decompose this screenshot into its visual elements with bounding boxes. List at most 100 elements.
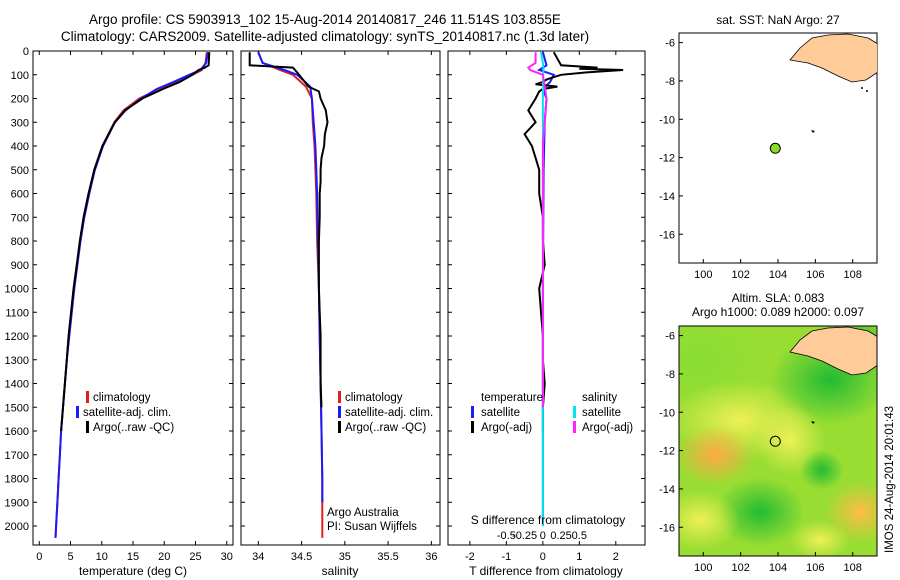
- series-line-temperature-argo-adj-: [523, 51, 624, 431]
- christmas-island: [811, 130, 815, 133]
- depth-tick-label: 0: [23, 46, 29, 58]
- lat-tick-label: -14: [659, 191, 675, 203]
- sla-map-title-1: Altim. SLA: 0.083: [732, 291, 825, 305]
- legend-swatch-satellite: [76, 406, 79, 418]
- lat-tick-label: -12: [659, 446, 675, 458]
- depth-tick-label: 800: [11, 236, 29, 248]
- salinity-panel: 34 34.5 35 35.5 36 salinity climatology sate…: [240, 50, 441, 578]
- lon-tick-label: 106: [806, 269, 824, 281]
- legend-label-t-satellite: satellite: [481, 407, 520, 419]
- salinity-xlabel: salinity: [322, 564, 359, 578]
- depth-tick-label: 1500: [5, 402, 29, 414]
- legend-swatch-t-satellite: [471, 406, 474, 418]
- sst-map-land: [789, 33, 877, 83]
- difference-depth-ticks: [448, 50, 645, 527]
- legend-swatch-argo: [338, 421, 341, 433]
- lat-tick-label: -6: [665, 38, 675, 50]
- legend-label-climatology: climatology: [93, 392, 151, 404]
- temperature-axes-frame: [32, 50, 234, 546]
- legend-swatch-s-satellite: [573, 406, 576, 418]
- legend-swatch-climatology: [338, 391, 341, 403]
- temperature-legend: climatology satellite-adj. clim. Argo(..…: [76, 391, 174, 434]
- sst-map-title: sat. SST: NaN Argo: 27: [716, 13, 840, 27]
- lat-tick-label: -16: [659, 522, 675, 534]
- argo-australia-annotation: Argo Australia: [327, 507, 399, 519]
- legend-swatch-satellite: [338, 406, 341, 418]
- sla-map-title-2: Argo h1000: 0.089 h2000: 0.097: [692, 305, 864, 319]
- x-tick-label: 35.5: [377, 551, 398, 563]
- temperature-depth-ticks: 0 100 200 300 400 500 600 700 800 900 1000 1100 1200…: [5, 46, 233, 533]
- legend-heading-temperature: temperature: [481, 392, 543, 404]
- depth-tick-label: 1900: [5, 497, 29, 509]
- legend-label-satellite: satellite-adj. clim.: [83, 407, 171, 419]
- timestamp: IMOS 24-Aug-2014 20:01:43: [884, 406, 896, 553]
- salinity-x-ticks: 34 34.5 35 35.5 36: [252, 51, 437, 563]
- lat-tick-label: -10: [659, 114, 675, 126]
- x-tick-label: 34: [252, 551, 264, 563]
- difference-series: [523, 51, 624, 526]
- lat-tick-label: -14: [659, 484, 675, 496]
- difference-panel: -2 -1 0 1 2 T difference from climatology S …: [447, 50, 646, 578]
- legend-label-argo: Argo(..raw -QC): [345, 422, 426, 434]
- legend-label-s-satellite: satellite: [582, 407, 621, 419]
- difference-xlabel: T difference from climatology: [469, 564, 623, 578]
- x-tick-label: 0: [36, 551, 42, 563]
- lon-tick-label: 104: [769, 562, 787, 574]
- legend-swatch-climatology: [86, 391, 89, 403]
- lon-tick-label: 104: [769, 269, 787, 281]
- x-tick-label: -1: [501, 551, 511, 563]
- legend-label-satellite: satellite-adj. clim.: [345, 407, 433, 419]
- difference-x-ticks: -2 -1 0 1 2: [465, 51, 619, 563]
- legend-label-t-argo: Argo(-adj): [481, 422, 532, 434]
- title-line-2: Climatology: CARS2009. Satellite-adjuste…: [60, 29, 590, 44]
- series-line-argo-raw-qc-: [60, 52, 211, 432]
- legend-label-argo: Argo(..raw -QC): [93, 422, 174, 434]
- christmas-island: [811, 421, 815, 424]
- depth-tick-label: 600: [11, 189, 29, 201]
- title-line-1: Argo profile: CS 5903913_102 15-Aug-2014…: [89, 12, 561, 27]
- depth-tick-label: 200: [11, 94, 29, 106]
- x-tick-label: 5: [67, 551, 73, 563]
- difference-top-label: S difference from climatology: [471, 513, 626, 527]
- argo-position-marker: [769, 435, 781, 447]
- x-tick-label: 34.5: [291, 551, 312, 563]
- legend-label-climatology: climatology: [345, 392, 403, 404]
- depth-tick-label: 1000: [5, 284, 29, 296]
- salinity-legend: climatology satellite-adj. clim. Argo(..…: [338, 391, 433, 434]
- depth-tick-label: 1300: [5, 355, 29, 367]
- depth-tick-label: 1600: [5, 426, 29, 438]
- x-tick-label: 15: [127, 551, 139, 563]
- lon-tick-label: 100: [694, 269, 712, 281]
- depth-tick-label: 1700: [5, 450, 29, 462]
- sst-map-island: [861, 87, 863, 89]
- depth-tick-label: 1800: [5, 474, 29, 486]
- x-tick-label: 0: [540, 551, 546, 563]
- difference-axes-frame: [447, 50, 646, 546]
- depth-tick-label: 300: [11, 117, 29, 129]
- x-tick-label: 36: [425, 551, 437, 563]
- x-tick-label: 20: [158, 551, 170, 563]
- s-difference-tick-label: -0.5: [497, 530, 516, 542]
- depth-tick-label: 500: [11, 165, 29, 177]
- depth-tick-label: 1100: [5, 307, 29, 319]
- temperature-series: [54, 52, 211, 538]
- sla-heatmap: [679, 326, 877, 556]
- sst-map-ticks: 100 102 104 106 108 -6 -8 -10 -12 -14 -16: [659, 38, 862, 281]
- sla-map-land: [789, 326, 877, 376]
- x-tick-label: 10: [96, 551, 108, 563]
- x-tick-label: 2: [613, 551, 619, 563]
- depth-tick-label: 1400: [5, 379, 29, 391]
- s-difference-tick-label: -0.25: [512, 530, 537, 542]
- salinity-depth-ticks: [241, 50, 440, 527]
- legend-swatch-s-argo: [573, 421, 576, 433]
- argo-position-marker: [769, 142, 781, 154]
- lat-tick-label: -8: [665, 76, 675, 88]
- depth-tick-label: 100: [11, 70, 29, 82]
- lat-tick-label: -12: [659, 153, 675, 165]
- series-line-argo-raw-qc-: [248, 52, 329, 408]
- x-tick-label: 30: [221, 551, 233, 563]
- depth-tick-label: 700: [11, 212, 29, 224]
- pi-annotation: PI: Susan Wijffels: [327, 521, 417, 533]
- sst-map-island: [866, 90, 868, 92]
- temperature-panel: 0100200300400500600700800900100011001200…: [5, 46, 234, 578]
